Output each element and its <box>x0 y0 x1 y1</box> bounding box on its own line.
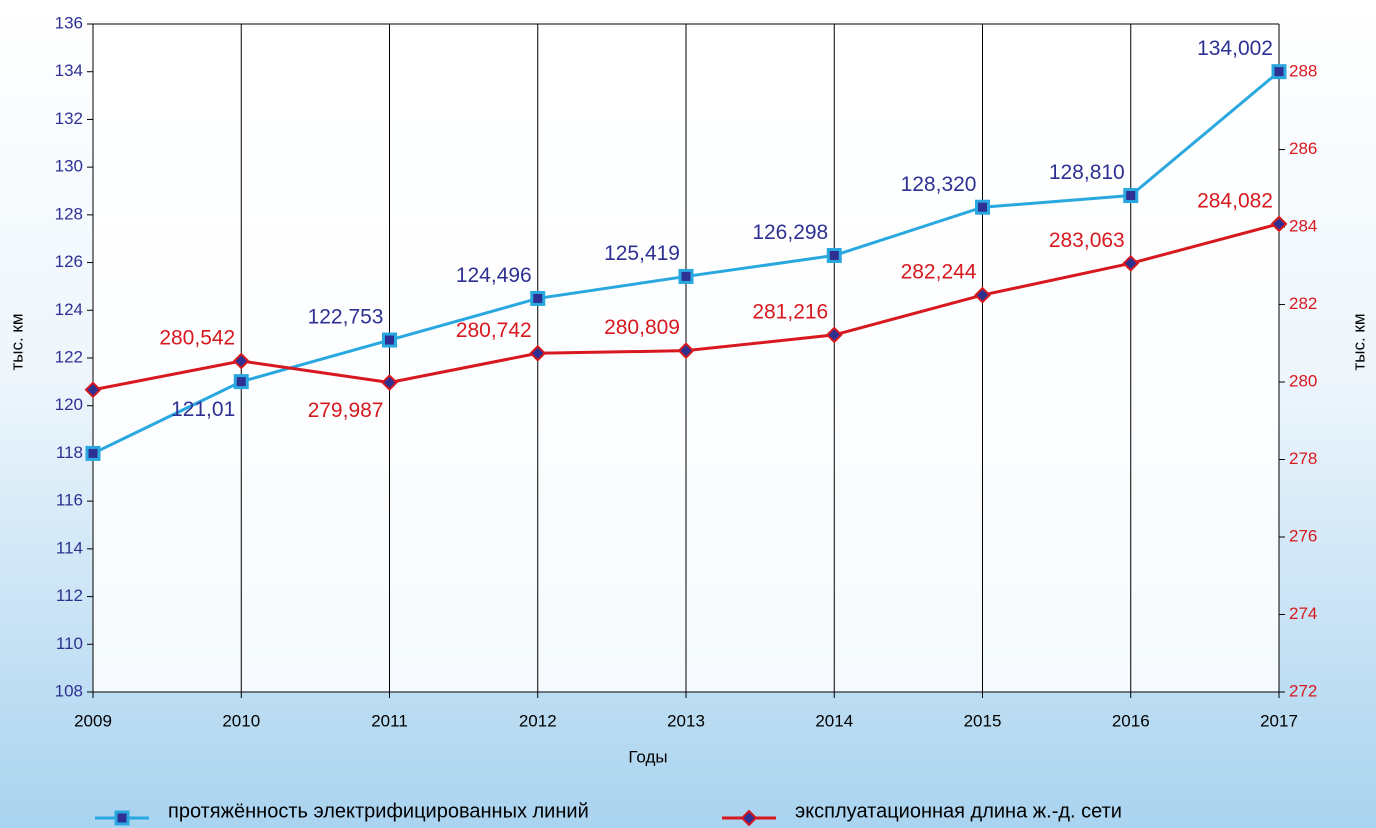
value-label: 280,742 <box>456 319 532 342</box>
y2-tick-label: 276 <box>1289 526 1317 545</box>
x-axis-label: Годы <box>628 747 667 766</box>
y2-tick-label: 278 <box>1289 449 1317 468</box>
y-tick-label: 114 <box>56 538 83 557</box>
marker <box>1125 190 1137 202</box>
y-tick-label: 132 <box>55 109 83 128</box>
value-label: 125,419 <box>604 242 680 265</box>
chart: Годы тыс. км тыс. км 2009 2010 2011 2012 201… <box>0 0 1376 828</box>
y-tick-label: 116 <box>56 491 83 510</box>
value-label: 281,216 <box>752 300 828 323</box>
y-tick-label: 122 <box>55 347 83 366</box>
x-tick-label: 2012 <box>519 711 557 730</box>
y2-tick-label: 282 <box>1289 294 1317 313</box>
x-tick-label: 2015 <box>964 711 1002 730</box>
y2-tick-label: 284 <box>1289 217 1317 236</box>
value-label: 124,496 <box>456 264 532 287</box>
value-label: 283,063 <box>1049 229 1125 252</box>
y-tick-label: 112 <box>56 586 83 605</box>
y-tick-label: 108 <box>55 681 83 700</box>
y2-tick-label: 272 <box>1289 681 1317 700</box>
marker <box>235 376 247 388</box>
value-label: 279,987 <box>308 399 384 422</box>
value-label: 280,809 <box>604 316 680 339</box>
y2-axis-label: тыс. км <box>1349 313 1368 370</box>
x-tick-label: 2011 <box>371 711 408 730</box>
marker <box>977 201 989 213</box>
x-tick-label: 2016 <box>1112 711 1150 730</box>
x-tick-label: 2009 <box>74 711 112 730</box>
y-tick-label: 124 <box>55 300 83 319</box>
marker <box>532 292 544 304</box>
x-tick-label: 2010 <box>222 711 260 730</box>
value-label: 126,298 <box>752 221 828 244</box>
y-tick-label: 118 <box>56 443 83 462</box>
value-label: 280,542 <box>159 327 235 350</box>
y2-tick-label: 286 <box>1289 139 1317 158</box>
marker <box>384 334 396 346</box>
page: {"chart_data": {"type": "line", "x": [20… <box>0 0 1376 828</box>
legend-label: протяжённость электрифицированных линий <box>168 800 589 822</box>
value-label: 134,002 <box>1197 37 1273 60</box>
y-tick-label: 110 <box>56 634 83 653</box>
y-tick-label: 128 <box>55 204 83 223</box>
y-tick-label: 134 <box>55 61 83 80</box>
value-label: 121,01 <box>171 398 235 421</box>
y2-tick-label: 280 <box>1289 372 1317 391</box>
marker <box>828 249 840 261</box>
value-label: 128,810 <box>1049 161 1125 184</box>
y2-tick-label: 274 <box>1289 604 1317 623</box>
value-label: 128,320 <box>901 173 977 196</box>
y-tick-label: 120 <box>55 395 83 414</box>
x-tick-label: 2013 <box>667 711 705 730</box>
y-axis-label: тыс. км <box>7 313 26 370</box>
y-tick-label: 130 <box>55 157 83 176</box>
marker <box>87 447 99 459</box>
legend-label: эксплуатационная длина ж.-д. сети <box>795 800 1122 822</box>
marker <box>1273 66 1285 78</box>
legend-marker <box>116 812 128 824</box>
y2-tick-label: 288 <box>1289 62 1317 81</box>
x-tick-label: 2014 <box>815 711 853 730</box>
marker <box>680 270 692 282</box>
value-label: 122,753 <box>308 306 384 329</box>
y-tick-label: 126 <box>55 252 83 271</box>
y-tick-label: 136 <box>55 13 83 32</box>
value-label: 282,244 <box>901 261 977 284</box>
value-label: 284,082 <box>1197 189 1273 212</box>
x-tick-label: 2017 <box>1260 711 1298 730</box>
